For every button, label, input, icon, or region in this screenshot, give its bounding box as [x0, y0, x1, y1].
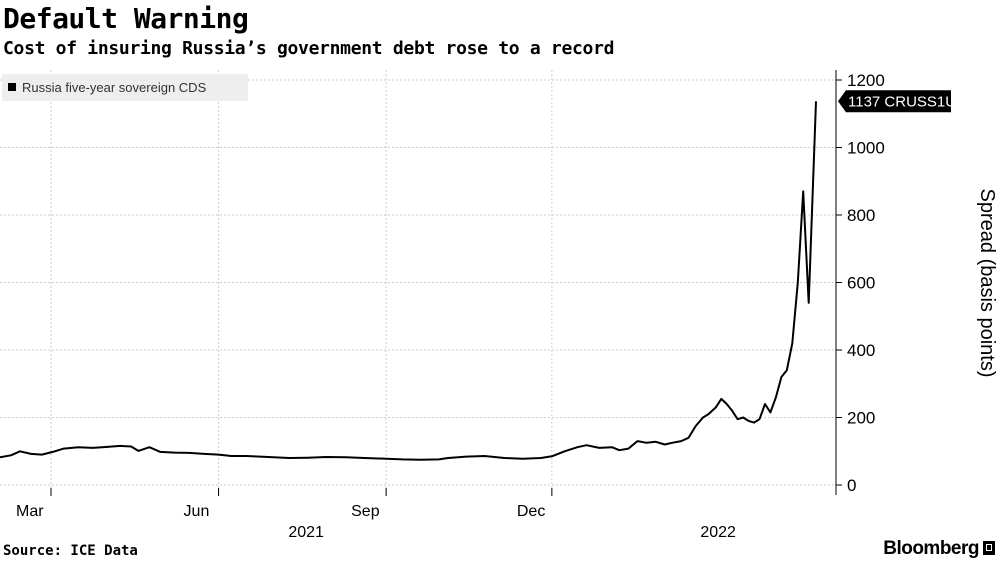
chart-subtitle: Cost of insuring Russia’s government deb…	[3, 38, 615, 59]
x-tick-label: Dec	[517, 503, 545, 520]
y-tick-label: 400	[847, 341, 875, 360]
y-axis-ticks: 0 200 400 600 800 1000 1200	[836, 71, 885, 495]
last-value-tag: 1137 CRUSS1U5	[838, 90, 964, 113]
legend-background	[2, 74, 248, 101]
y-tick-label: 0	[847, 476, 856, 495]
x-year-label: 2021	[288, 524, 324, 541]
legend-swatch	[8, 83, 16, 91]
y-tick-label: 600	[847, 274, 875, 293]
y-tick-label: 800	[847, 206, 875, 225]
y-axis-label: Spread (basis points)	[976, 189, 998, 378]
x-year-label: 2022	[700, 524, 736, 541]
brand-text: Bloomberg	[883, 538, 979, 559]
y-tick-label: 1200	[847, 71, 885, 90]
x-axis-ticks: Mar Jun Sep Dec 2021 2022	[16, 488, 736, 541]
brand-glyph-icon	[983, 541, 995, 555]
series-line-russia-cds	[0, 101, 817, 461]
chart-title: Default Warning	[3, 2, 249, 35]
x-tick-label: Mar	[16, 503, 44, 520]
brand-logo: Bloomberg	[883, 538, 995, 560]
source-note: Source: ICE Data	[3, 543, 138, 559]
y-tick-label: 200	[847, 409, 875, 428]
x-tick-label: Jun	[184, 503, 210, 520]
y-tick-label: 1000	[847, 139, 885, 158]
legend-label: Russia five-year sovereign CDS	[22, 80, 207, 95]
last-value-tag-text: 1137 CRUSS1U5	[848, 93, 964, 110]
legend: Russia five-year sovereign CDS	[2, 74, 248, 101]
gridlines	[0, 70, 836, 495]
last-value-tag-background	[838, 90, 951, 113]
x-tick-label: Sep	[351, 503, 380, 520]
